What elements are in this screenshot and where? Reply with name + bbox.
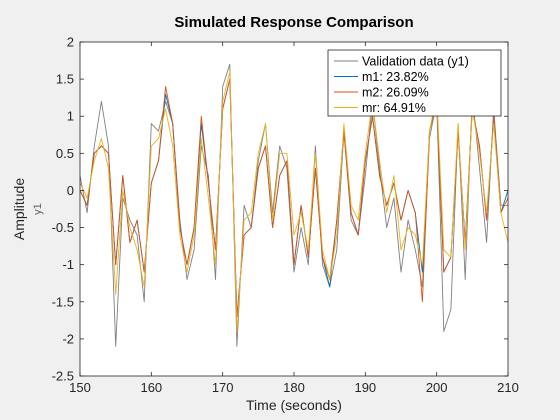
legend-label-3: mr: 64.91% [362, 101, 426, 115]
y-tick-label: 0 [67, 183, 74, 198]
y-tick-label: -1.5 [52, 294, 74, 309]
x-tick-label: 190 [354, 380, 376, 395]
y-tick-label: -2.5 [52, 369, 74, 384]
x-tick-label: 200 [426, 380, 448, 395]
y-tick-label: -2 [62, 331, 74, 346]
x-tick-label: 150 [69, 380, 91, 395]
x-tick-label: 170 [212, 380, 234, 395]
y-tick-label: 2 [67, 35, 74, 50]
x-tick-label: 210 [497, 380, 519, 395]
y-tick-label: 1.5 [56, 72, 74, 87]
ticks-layer: 150 160 170 180 190 200 210 -2.5 -2 -1.5 -1 -0.5 0 0.… [52, 35, 519, 396]
y-axis-channel-label: y1 [32, 203, 44, 215]
y-axis-label: Amplitude [11, 178, 27, 240]
legend: Validation data (y1)m1: 23.82% m2: 26.09%… [327, 49, 502, 117]
x-tick-label: 180 [283, 380, 305, 395]
y-tick-label: 0.5 [56, 146, 74, 161]
x-axis-label: Time (seconds) [246, 397, 342, 413]
x-tick-label: 160 [140, 380, 162, 395]
legend-label-1: m1: 23.82% [362, 70, 429, 84]
y-tick-label: -1 [62, 257, 74, 272]
legend-label-2: m2: 26.09% [362, 86, 429, 100]
y-tick-label: -0.5 [52, 220, 74, 235]
legend-label-0: Validation data (y1) [362, 55, 469, 69]
chart-title: Simulated Response Comparison [174, 14, 413, 31]
y-tick-label: 1 [67, 109, 74, 124]
